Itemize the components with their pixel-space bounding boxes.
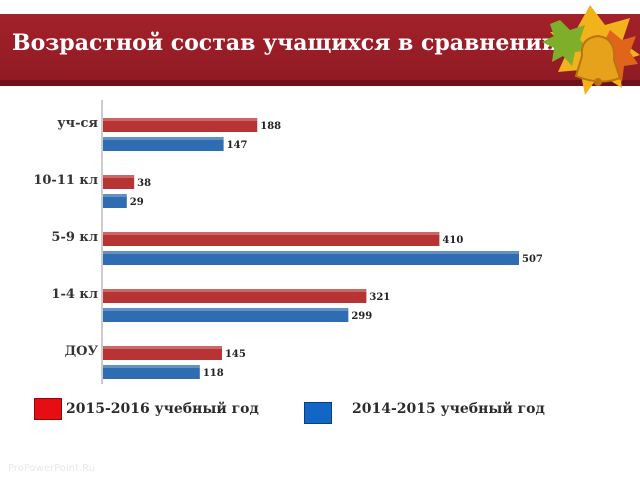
banner-shadow	[0, 80, 640, 86]
data-label: 147	[227, 140, 248, 151]
data-label: 410	[442, 235, 463, 246]
data-label: 507	[522, 254, 543, 265]
legend-label-2014: 2014-2015 учебный год	[352, 401, 545, 417]
bar-highlight	[103, 251, 519, 254]
bar-chart: уч-ся 188 147 10-11 кл 38 29 5-9 кл 410 507 1-4 к…	[33, 100, 543, 384]
bar-highlight	[103, 308, 349, 311]
category-label: 1-4 кл	[51, 287, 98, 302]
plot-area: уч-ся 188 147 10-11 кл 38 29 5-9 кл 410 507 1-4 к…	[33, 100, 543, 384]
data-label: 38	[137, 178, 151, 189]
autumn-leaves-bell-icon	[542, 5, 640, 95]
bar-2014	[103, 194, 127, 208]
bar-2015	[103, 118, 258, 132]
category-label: уч-ся	[57, 116, 98, 131]
bar-2014	[103, 308, 349, 322]
chart-legend: 2015-2016 учебный год 2014-2015 учебный …	[0, 396, 640, 426]
bar-highlight	[103, 365, 200, 368]
bar-2015	[103, 346, 222, 360]
data-label: 299	[351, 311, 372, 322]
bar-2015	[103, 175, 135, 189]
bar-highlight	[103, 194, 127, 197]
bar-2015	[103, 289, 367, 303]
bar-highlight	[103, 289, 367, 292]
category-label: 5-9 кл	[51, 230, 98, 245]
category-label: 10-11 кл	[33, 173, 98, 188]
legend-swatch-2014	[304, 402, 332, 424]
bar-highlight	[103, 118, 258, 121]
data-label: 321	[369, 292, 390, 303]
bar-2014	[103, 137, 224, 151]
bar-2014	[103, 365, 200, 379]
slide-title: Возрастной состав учащихся в сравнении	[12, 30, 559, 56]
data-label: 145	[225, 349, 246, 360]
bar-2014	[103, 251, 519, 265]
legend-swatch-2015	[34, 398, 62, 420]
footer-watermark: ProPowerPoint.Ru	[8, 463, 95, 474]
legend-label-2015: 2015-2016 учебный год	[66, 401, 259, 417]
bar-highlight	[103, 175, 135, 178]
data-label: 29	[130, 197, 144, 208]
title-banner	[0, 14, 640, 86]
data-label: 118	[203, 368, 224, 379]
bar-highlight	[103, 232, 440, 235]
bar-2015	[103, 232, 440, 246]
data-label: 188	[260, 121, 281, 132]
bar-highlight	[103, 346, 222, 349]
category-label: ДОУ	[65, 344, 99, 359]
bar-highlight	[103, 137, 224, 140]
